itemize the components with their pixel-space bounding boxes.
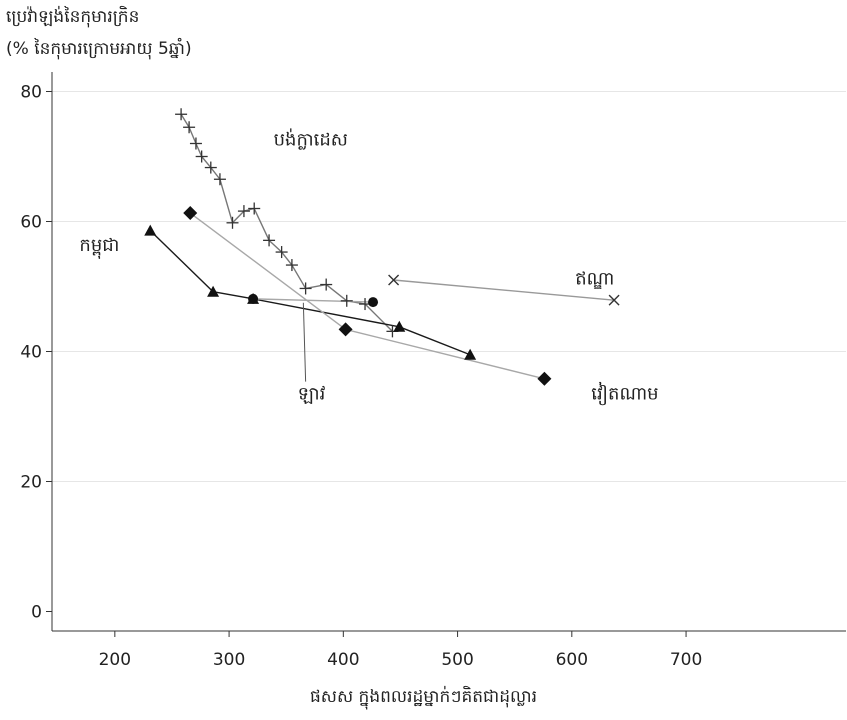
data-point-0-0	[175, 108, 188, 121]
data-point-2-1	[338, 322, 353, 337]
data-point-1-0	[144, 224, 157, 236]
data-point-0-9	[263, 234, 276, 247]
series-labels: បង់ក្លាដេសកម្ពុជាឥណ្ឌាឡាវ វៀតណាម	[79, 127, 658, 405]
gridlines	[52, 91, 846, 482]
data-point-0-6	[226, 216, 239, 229]
series-line-4	[393, 279, 615, 301]
series-label-0: បង់ក្លាដេស	[274, 127, 348, 150]
data-point-2-0	[183, 206, 198, 221]
y-tick-label-40: 40	[20, 343, 42, 363]
data-point-0-4	[204, 161, 217, 174]
data-point-0-3	[195, 150, 208, 163]
data-point-0-11	[285, 259, 298, 272]
series-line-1	[149, 230, 471, 356]
data-point-0-2	[189, 137, 202, 150]
data-point-4-0	[388, 274, 400, 286]
x-axis-title: ផសស ក្នុងពលរដ្ឋម្នាក់ៗគិតជាដុល្លារ	[309, 687, 538, 707]
series-label-1: កម្ពុជា	[79, 235, 119, 259]
series-line-2	[189, 212, 545, 380]
y-axis-title-line2: (% នៃកុមារក្រោមអាយុ 5ឆ្នាំ)	[6, 39, 192, 59]
x-tick-label-600: 600	[556, 650, 588, 670]
x-tick-label-700: 700	[670, 650, 702, 670]
data-point-0-13	[320, 278, 333, 291]
data-point-0-14	[340, 294, 353, 307]
series-label-4: វៀតណាម	[591, 382, 658, 406]
series-lines	[149, 113, 615, 380]
data-point-2-2	[537, 371, 552, 386]
data-point-0-7	[237, 205, 250, 218]
x-tick-label-300: 300	[213, 650, 245, 670]
data-point-0-10	[275, 246, 288, 259]
axes: 0 20 40 60 80 200 300 400 500 600 700	[20, 72, 846, 670]
y-tick-label-20: 20	[20, 473, 42, 493]
data-point-0-5	[213, 173, 226, 186]
y-axis-title-line1: ប្រេវ៉ាឡង់នៃកុមារក្រិន	[6, 7, 140, 27]
data-point-1-1	[207, 285, 220, 297]
data-point-3-0	[248, 293, 259, 304]
data-point-3-1	[368, 297, 379, 308]
data-point-4-1	[608, 294, 620, 306]
x-tick-label-400: 400	[327, 650, 359, 670]
data-point-1-4	[464, 348, 477, 360]
y-tick-label-60: 60	[20, 213, 42, 233]
data-markers	[144, 108, 620, 386]
x-tick-label-200: 200	[99, 650, 131, 670]
data-point-1-3	[393, 320, 406, 332]
data-point-0-1	[183, 121, 196, 134]
y-tick-label-0: 0	[31, 603, 42, 623]
x-marker-b	[388, 274, 400, 286]
series-line-3	[253, 298, 374, 303]
x-marker-b	[608, 294, 620, 306]
data-point-0-8	[248, 202, 261, 215]
series-label-3: ឡាវ	[298, 384, 326, 405]
y-tick-label-80: 80	[20, 83, 42, 103]
series-label-2: ឥណ្ឌា	[575, 269, 614, 290]
annotation-pointer-3	[302, 302, 307, 382]
data-point-0-12	[299, 282, 312, 295]
x-tick-label-500: 500	[441, 650, 473, 670]
